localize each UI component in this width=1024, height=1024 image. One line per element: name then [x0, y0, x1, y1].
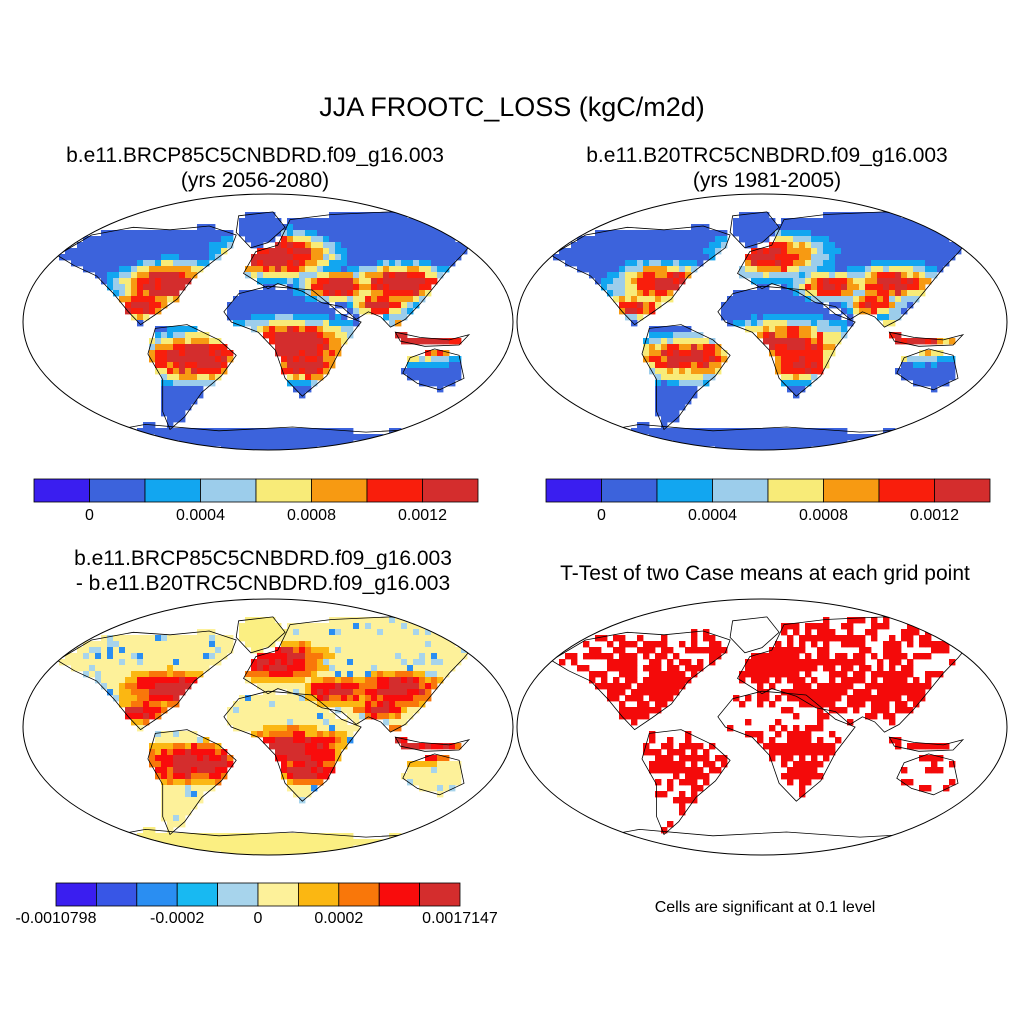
panel-4-title: T-Test of two Case means at each grid po…: [520, 561, 1010, 586]
coastline-greenland: [729, 211, 780, 249]
colorbar-swatch: [144, 478, 201, 503]
colorbar-swatch: [712, 478, 769, 503]
coastline-africa: [717, 690, 856, 802]
panel-3-title-line2: - b.e11.B20TRC5CNBDRD.f09_g16.003: [75, 572, 451, 595]
colorbar-swatch: [601, 478, 658, 503]
coastline-northAmerica: [550, 225, 731, 326]
coastline-africa: [223, 285, 362, 397]
colorbar-tick-label: -0.0010798: [15, 910, 97, 927]
colorbar-tick-label: 0: [597, 507, 606, 524]
map-cells: [559, 617, 956, 834]
coastline-seAsia: [394, 736, 471, 752]
map-cells: [553, 212, 962, 450]
map-panel-4: [516, 598, 1008, 856]
colorbar-swatch: [378, 882, 421, 907]
coastline-greenland: [729, 616, 780, 654]
coastline-australia: [896, 753, 959, 796]
colorbar-tick-label: 0.0012: [910, 507, 959, 524]
colorbar-tick-label: 0.0008: [287, 507, 336, 524]
colorbar-swatch: [257, 882, 299, 907]
coastline-africa: [223, 690, 362, 802]
map-border: [22, 193, 514, 451]
coastline-eurasia: [242, 211, 480, 328]
colorbar-swatch: [33, 478, 90, 503]
colorbar-tick-label: 0.0004: [176, 507, 225, 524]
coastline-northAmerica: [56, 630, 237, 731]
colorbar-swatch: [656, 478, 713, 503]
panel-2-title-line1: b.e11.B20TRC5CNBDRD.f09_g16.003: [586, 144, 948, 167]
significance-note: Cells are significant at 0.1 level: [654, 899, 876, 916]
colorbar-tick-label: 0.0002: [314, 910, 364, 927]
colorbar-swatch: [176, 882, 218, 907]
coastline-greenland: [235, 616, 286, 654]
panel-2-title: b.e11.B20TRC5CNBDRD.f09_g16.003 (yrs 198…: [532, 143, 1002, 193]
panel-1-title-line1: b.e11.BRCP85C5CNBDRD.f09_g16.003: [66, 144, 444, 167]
colorbar-1: [33, 478, 479, 503]
coastline-eurasia: [736, 616, 974, 733]
colorbar-tick-label: -0.0002: [150, 910, 205, 927]
panel-4-title-line1: T-Test of two Case means at each grid po…: [560, 562, 970, 585]
panel-3-title: b.e11.BRCP85C5CNBDRD.f09_g16.003 - b.e11…: [20, 546, 506, 596]
coastline-africa: [717, 285, 856, 397]
colorbar-3: [55, 882, 461, 907]
colorbar-swatch: [419, 882, 461, 907]
coastline-seAsia: [888, 331, 965, 347]
colorbar-swatch: [545, 478, 602, 503]
colorbar-swatch: [136, 882, 178, 907]
map-cells: [59, 617, 468, 855]
colorbar-swatch: [366, 478, 423, 503]
coastline-eurasia: [736, 211, 974, 328]
colorbar-tick-label: 0: [253, 910, 263, 927]
colorbar-tick-label: 0.0008: [799, 507, 848, 524]
colorbar-swatch: [311, 478, 368, 503]
colorbar-swatch: [422, 478, 479, 503]
colorbar-tick-label: 0.0004: [688, 507, 737, 524]
coastline-southAmerica: [641, 729, 731, 836]
coastline-australia: [896, 348, 959, 391]
colorbar-swatch: [55, 882, 97, 907]
map-border: [22, 598, 514, 856]
colorbar-tick-label: 0.0012: [398, 507, 447, 524]
coastline-seAsia: [888, 736, 965, 752]
panel-1-title: b.e11.BRCP85C5CNBDRD.f09_g16.003 (yrs 20…: [20, 143, 490, 193]
coastline-eurasia: [242, 616, 480, 733]
colorbar-swatch: [297, 882, 340, 907]
map-border: [516, 598, 1008, 856]
figure-title: JJA FROOTC_LOSS (kgC/m2d): [319, 92, 705, 122]
colorbar-swatch: [255, 478, 312, 503]
map-cells: [59, 212, 468, 450]
coastline-australia: [402, 753, 465, 796]
coastline-australia: [402, 348, 465, 391]
panel-3-title-line1: b.e11.BRCP85C5CNBDRD.f09_g16.003: [74, 547, 452, 570]
map-panel-1: [22, 193, 514, 451]
coastline-antarctica: [552, 828, 984, 855]
colorbar-swatch: [96, 882, 138, 907]
panel-1-title-line2: (yrs 2056-2080): [180, 169, 330, 192]
panel-2-title-line2: (yrs 1981-2005): [692, 169, 842, 192]
coastline-northAmerica: [56, 225, 237, 326]
coastline-southAmerica: [641, 324, 731, 431]
coastline-southAmerica: [147, 729, 237, 836]
colorbar-swatch: [767, 478, 824, 503]
colorbar-swatch: [200, 478, 257, 503]
colorbar-tick-label: 0.0017147: [422, 910, 498, 927]
coastline-northAmerica: [550, 630, 731, 731]
colorbar-swatch: [823, 478, 880, 503]
map-panel-2: [516, 193, 1008, 451]
colorbar-swatch: [217, 882, 259, 907]
map-panel-3: [22, 598, 514, 856]
colorbar-tick-label: 0: [85, 507, 94, 524]
colorbar-2: [545, 478, 991, 503]
colorbar-swatch: [878, 478, 935, 503]
coastline-seAsia: [394, 331, 471, 347]
colorbar-swatch: [89, 478, 146, 503]
coastline-greenland: [235, 211, 286, 249]
colorbar-swatch: [934, 478, 991, 503]
coastline-southAmerica: [147, 324, 237, 431]
map-border: [516, 193, 1008, 451]
colorbar-swatch: [338, 882, 380, 907]
